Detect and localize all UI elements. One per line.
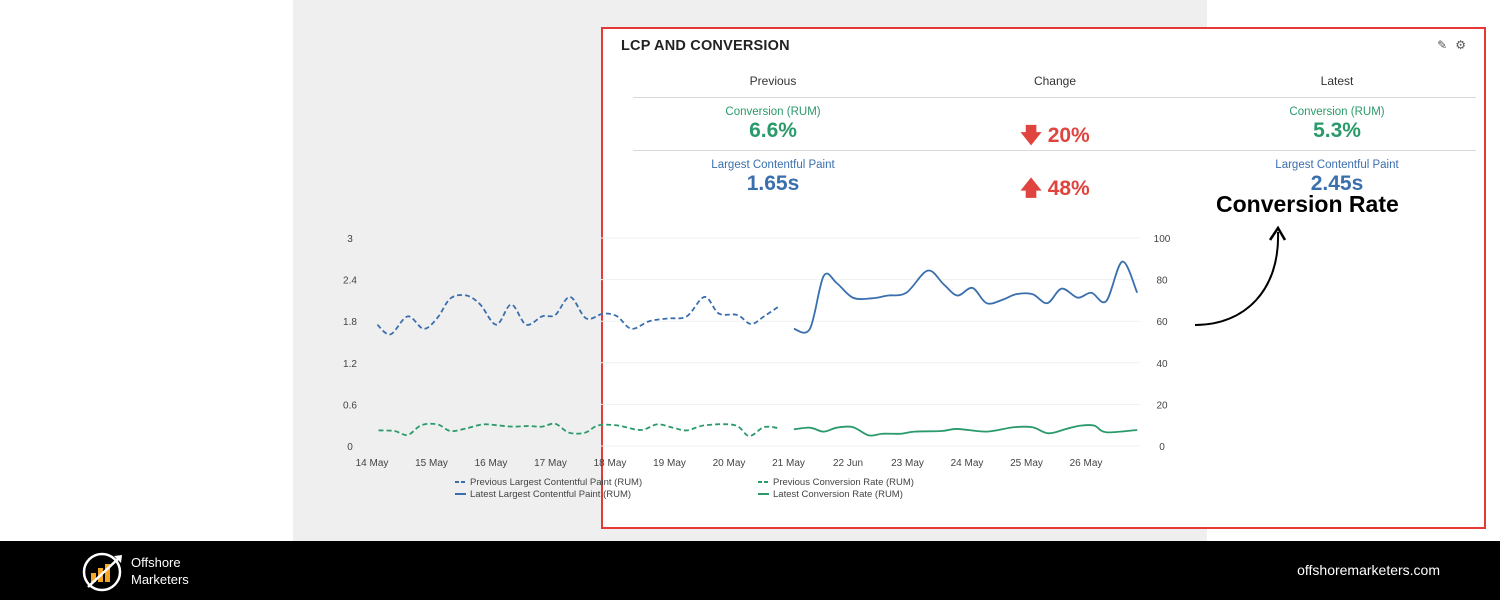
latest-conversion-value: 5.3% <box>1313 119 1361 142</box>
x-tick-label: 17 May <box>534 458 567 469</box>
legend-item: Previous Largest Contentful Paint (RUM) <box>470 477 642 488</box>
dashboard-panel: LCP AND CONVERSION ✎ ⚙ Previous Change L… <box>293 0 1486 541</box>
widget-title: LCP AND CONVERSION <box>621 38 790 54</box>
lcp-conversion-chart: 0 0.6 1.2 1.8 2.4 3 0 20 40 60 80 100 14 May 15 May 16… <box>343 234 1171 500</box>
prev-conversion-label: Conversion (RUM) <box>725 106 821 118</box>
conversion-change: 🡇 20% <box>1020 124 1090 147</box>
x-tick-label: 18 May <box>594 458 627 469</box>
lcp-change: 🡅 48% <box>1020 177 1090 200</box>
lcp-conversion-widget: LCP AND CONVERSION ✎ ⚙ Previous Change L… <box>601 27 1486 529</box>
y-left-tick-label: 0.6 <box>343 400 357 411</box>
latest-conversion-label: Conversion (RUM) <box>1289 106 1385 118</box>
x-tick-label: 14 May <box>356 458 389 469</box>
latest-lcp-label: Largest Contentful Paint <box>1275 159 1399 171</box>
y-right-tick-label: 80 <box>1156 276 1168 287</box>
x-tick-label: 25 May <box>1010 458 1043 469</box>
arrow-up-icon: 🡅 <box>1020 177 1042 200</box>
y-left-tick-label: 1.8 <box>343 317 357 328</box>
y-left-tick-label: 2.4 <box>343 276 357 287</box>
y-right-tick-label: 40 <box>1156 359 1168 370</box>
column-previous: Previous <box>749 74 797 88</box>
column-latest: Latest <box>1320 74 1354 88</box>
y-right-tick-label: 0 <box>1159 442 1165 453</box>
x-tick-label: 21 May <box>772 458 805 469</box>
y-right-tick-label: 20 <box>1156 400 1168 411</box>
divider <box>633 150 1476 151</box>
x-tick-label: 26 May <box>1070 458 1103 469</box>
series-line-previous-conversion-rate-rum <box>378 422 780 437</box>
x-tick-label: 15 May <box>415 458 448 469</box>
prev-lcp-value: 1.65s <box>746 172 800 195</box>
offshore-marketers-logo <box>82 552 122 592</box>
x-tick-label: 22 Jun <box>833 458 863 469</box>
y-right-tick-label: 60 <box>1156 317 1168 328</box>
website-link[interactable]: offshoremarketers.com <box>1297 562 1440 578</box>
series-line-latest-conversion-rate-rum <box>793 424 1138 437</box>
column-change: Change <box>1033 74 1077 88</box>
arrow-down-icon: 🡇 <box>1020 124 1042 147</box>
footer: Offshore Marketers offshoremarketers.com <box>0 541 1500 600</box>
y-left-tick-label: 3 <box>347 234 353 245</box>
gear-icon[interactable]: ⚙ <box>1455 38 1466 52</box>
brand-name: Offshore Marketers <box>131 555 189 587</box>
series-line-latest-largest-contentful-paint-rum <box>793 260 1138 334</box>
annotation-label: Conversion Rate <box>1216 191 1399 217</box>
curved-arrow-icon <box>1194 225 1287 326</box>
pencil-icon[interactable]: ✎ <box>1437 38 1448 52</box>
latest-lcp-value: 2.45s <box>1310 172 1364 195</box>
x-tick-label: 19 May <box>653 458 686 469</box>
legend-item: Latest Conversion Rate (RUM) <box>773 489 903 500</box>
prev-lcp-label: Largest Contentful Paint <box>711 159 835 171</box>
x-tick-label: 23 May <box>891 458 924 469</box>
prev-conversion-value: 6.6% <box>749 119 797 142</box>
x-tick-label: 20 May <box>713 458 746 469</box>
y-left-tick-label: 0 <box>347 442 353 453</box>
y-left-tick-label: 1.2 <box>343 359 357 370</box>
x-tick-label: 24 May <box>951 458 984 469</box>
x-tick-label: 16 May <box>475 458 508 469</box>
legend-item: Latest Largest Contentful Paint (RUM) <box>470 489 631 500</box>
series-line-previous-largest-contentful-paint-rum <box>376 294 781 336</box>
divider <box>633 97 1476 98</box>
legend-item: Previous Conversion Rate (RUM) <box>773 477 914 488</box>
y-right-tick-label: 100 <box>1154 234 1171 245</box>
